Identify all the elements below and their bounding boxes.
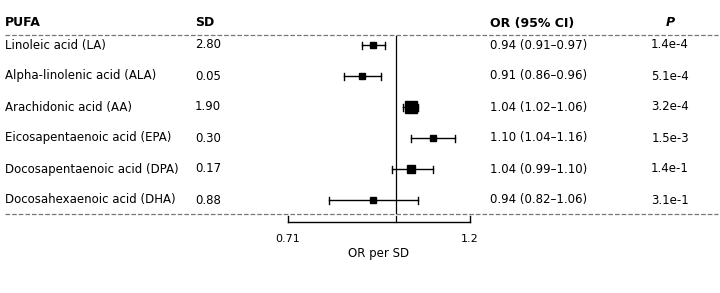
Text: 0.05: 0.05 (195, 69, 221, 83)
Text: 3.1e-1: 3.1e-1 (651, 193, 689, 207)
Text: 1.4e-4: 1.4e-4 (651, 38, 689, 52)
Text: 1.2: 1.2 (461, 234, 479, 244)
Text: 1.4e-1: 1.4e-1 (651, 163, 689, 176)
Text: 0.94 (0.82–1.06): 0.94 (0.82–1.06) (490, 193, 587, 207)
Text: 0.88: 0.88 (195, 193, 221, 207)
Text: 0.71: 0.71 (276, 234, 300, 244)
Text: SD: SD (195, 16, 215, 30)
Text: OR (95% CI): OR (95% CI) (490, 16, 575, 30)
Text: Docosahexaenoic acid (DHA): Docosahexaenoic acid (DHA) (5, 193, 176, 207)
Text: 1.04 (1.02–1.06): 1.04 (1.02–1.06) (490, 100, 588, 113)
Text: 0.17: 0.17 (195, 163, 221, 176)
Text: 0.91 (0.86–0.96): 0.91 (0.86–0.96) (490, 69, 587, 83)
Text: Docosapentaenoic acid (DPA): Docosapentaenoic acid (DPA) (5, 163, 179, 176)
Text: 1.04 (0.99–1.10): 1.04 (0.99–1.10) (490, 163, 588, 176)
Text: 1.5e-3: 1.5e-3 (651, 132, 689, 144)
Text: Alpha-linolenic acid (ALA): Alpha-linolenic acid (ALA) (5, 69, 156, 83)
Text: 0.94 (0.91–0.97): 0.94 (0.91–0.97) (490, 38, 588, 52)
Text: Arachidonic acid (AA): Arachidonic acid (AA) (5, 100, 132, 113)
Text: Linoleic acid (LA): Linoleic acid (LA) (5, 38, 106, 52)
Text: 5.1e-4: 5.1e-4 (651, 69, 689, 83)
Text: Eicosapentaenoic acid (EPA): Eicosapentaenoic acid (EPA) (5, 132, 171, 144)
Text: OR per SD: OR per SD (348, 247, 410, 260)
Text: 1.90: 1.90 (195, 100, 221, 113)
Text: 2.80: 2.80 (195, 38, 221, 52)
Text: P: P (665, 16, 675, 30)
Text: 3.2e-4: 3.2e-4 (651, 100, 689, 113)
Text: 1.10 (1.04–1.16): 1.10 (1.04–1.16) (490, 132, 588, 144)
Text: PUFA: PUFA (5, 16, 41, 30)
Text: 0.30: 0.30 (195, 132, 221, 144)
